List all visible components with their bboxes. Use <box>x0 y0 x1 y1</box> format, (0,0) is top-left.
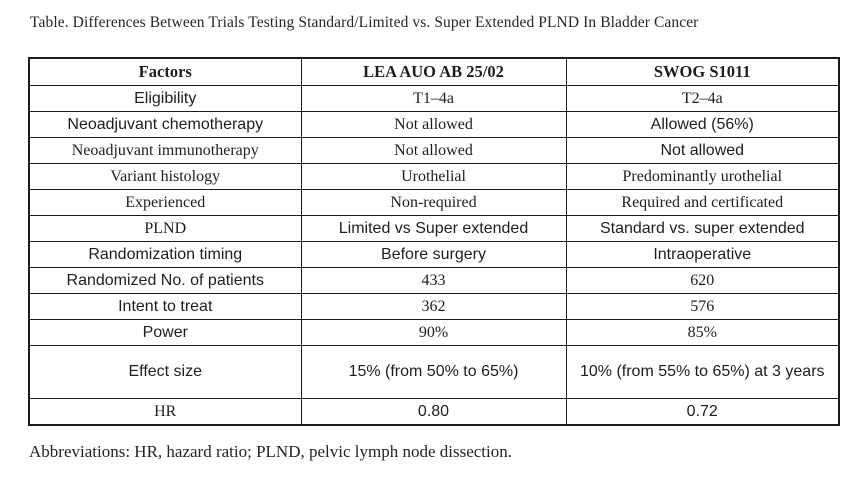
table-header-row: Factors LEA AUO AB 25/02 SWOG S1011 <box>28 57 840 86</box>
swog-cell: Allowed (56%) <box>565 111 840 138</box>
table-title: Table. Differences Between Trials Testin… <box>30 14 699 31</box>
table-row-intent-to-treat: Intent to treat 362 576 <box>28 293 840 320</box>
swog-cell: T2–4a <box>565 85 840 112</box>
lea-cell: Non-required <box>300 189 567 216</box>
swog-cell: 10% (from 55% to 65%) at 3 years <box>565 345 840 399</box>
swog-cell: Required and certificated <box>565 189 840 216</box>
table-row-plnd: PLND Limited vs Super extended Standard … <box>28 215 840 242</box>
trial-comparison-table: Factors LEA AUO AB 25/02 SWOG S1011 Elig… <box>28 57 840 426</box>
factor-cell: Intent to treat <box>28 293 302 320</box>
table-row-variant-histology: Variant histology Urothelial Predominant… <box>28 163 840 190</box>
swog-cell: 576 <box>565 293 840 320</box>
lea-cell: Not allowed <box>300 137 567 164</box>
table-row-eligibility: Eligibility T1–4a T2–4a <box>28 85 840 112</box>
table-row-experienced: Experienced Non-required Required and ce… <box>28 189 840 216</box>
table-row-randomized-patients: Randomized No. of patients 433 620 <box>28 267 840 294</box>
swog-cell: Predominantly urothelial <box>565 163 840 190</box>
factor-cell: PLND <box>28 215 302 242</box>
header-lea-auo: LEA AUO AB 25/02 <box>300 57 567 86</box>
lea-cell: Limited vs Super extended <box>300 215 567 242</box>
table-row-power: Power 90% 85% <box>28 319 840 346</box>
swog-cell: 620 <box>565 267 840 294</box>
lea-cell: 15% (from 50% to 65%) <box>300 345 567 399</box>
swog-cell: Not allowed <box>565 137 840 164</box>
factor-cell: Power <box>28 319 302 346</box>
factor-cell: Randomization timing <box>28 241 302 268</box>
lea-cell: 362 <box>300 293 567 320</box>
lea-cell: Urothelial <box>300 163 567 190</box>
factor-cell: Experienced <box>28 189 302 216</box>
factor-cell: HR <box>28 398 302 426</box>
lea-cell: 90% <box>300 319 567 346</box>
abbreviations-footnote: Abbreviations: HR, hazard ratio; PLND, p… <box>29 442 512 461</box>
lea-cell: 0.80 <box>300 398 567 426</box>
factor-cell: Variant histology <box>28 163 302 190</box>
factor-cell: Eligibility <box>28 85 302 112</box>
swog-cell: 0.72 <box>565 398 840 426</box>
lea-cell: T1–4a <box>300 85 567 112</box>
table-row-effect-size: Effect size 15% (from 50% to 65%) 10% (f… <box>28 345 840 399</box>
swog-cell: Intraoperative <box>565 241 840 268</box>
factor-cell: Neoadjuvant chemotherapy <box>28 111 302 138</box>
table-row-neoadjuvant-immunotherapy: Neoadjuvant immunotherapy Not allowed No… <box>28 137 840 164</box>
factor-cell: Neoadjuvant immunotherapy <box>28 137 302 164</box>
table-row-neoadjuvant-chemotherapy: Neoadjuvant chemotherapy Not allowed All… <box>28 111 840 138</box>
header-factors: Factors <box>28 57 302 86</box>
table-row-hr: HR 0.80 0.72 <box>28 398 840 426</box>
table-row-randomization-timing: Randomization timing Before surgery Intr… <box>28 241 840 268</box>
swog-cell: 85% <box>565 319 840 346</box>
lea-cell: 433 <box>300 267 567 294</box>
lea-cell: Before surgery <box>300 241 567 268</box>
factor-cell: Effect size <box>28 345 302 399</box>
swog-cell: Standard vs. super extended <box>565 215 840 242</box>
header-swog: SWOG S1011 <box>565 57 840 86</box>
lea-cell: Not allowed <box>300 111 567 138</box>
factor-cell: Randomized No. of patients <box>28 267 302 294</box>
